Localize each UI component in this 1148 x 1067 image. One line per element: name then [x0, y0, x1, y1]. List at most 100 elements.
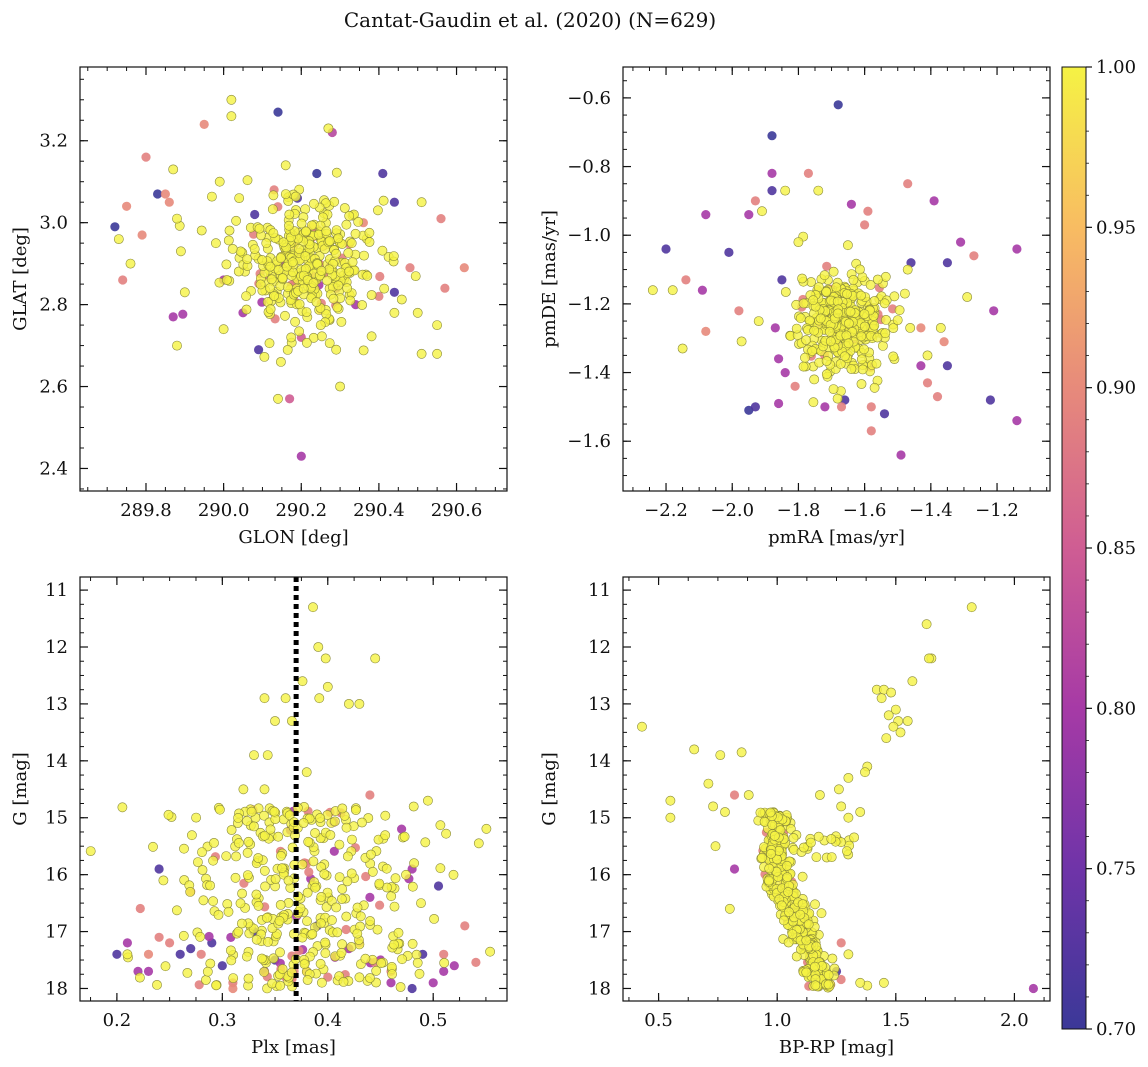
data-point [869, 296, 880, 306]
data-point [389, 307, 400, 318]
data-point [306, 220, 317, 231]
data-point [729, 790, 740, 800]
data-point [881, 733, 892, 743]
data-point [776, 900, 787, 911]
y-tick-label: 17 [588, 922, 611, 943]
data-point [839, 351, 850, 362]
data-point [365, 849, 376, 860]
data-point [836, 402, 847, 412]
data-point [365, 790, 375, 800]
data-point [821, 356, 832, 366]
y-tick-label: 15 [588, 808, 611, 829]
data-point [352, 928, 363, 939]
data-point [323, 123, 334, 134]
data-point [821, 369, 832, 380]
data-point [386, 978, 396, 988]
data-point [308, 856, 319, 867]
data-point [710, 841, 721, 852]
data-point [226, 955, 237, 966]
data-point [336, 267, 346, 278]
data-point [195, 931, 205, 942]
data-point [336, 316, 347, 327]
y-axis-label: pmDE [mas/yr] [539, 210, 560, 348]
data-point [254, 223, 265, 234]
data-point [871, 358, 882, 369]
data-point [816, 908, 827, 919]
data-point [819, 270, 830, 281]
data-point [821, 286, 832, 297]
data-point [347, 834, 357, 845]
data-point [316, 265, 327, 276]
data-point [409, 858, 419, 869]
data-point [354, 699, 365, 709]
data-point [143, 966, 154, 977]
data-point [422, 795, 433, 806]
data-point [308, 602, 318, 613]
glon-glat-panel: 289.8 290.0 290.2 290.4 290.6 2.4 2.6 2.8 3.0 3.2… [10, 66, 508, 548]
pm-points [647, 100, 1022, 460]
data-point [164, 197, 174, 207]
x-axis-label: Plx [mas] [251, 1037, 336, 1058]
data-point [801, 935, 812, 946]
data-point [168, 164, 179, 175]
data-point [378, 168, 388, 179]
data-point [315, 918, 326, 929]
data-point [729, 864, 740, 874]
data-point [226, 111, 237, 122]
data-point [412, 957, 423, 968]
y-tick-label: 12 [45, 637, 68, 658]
data-point [234, 193, 245, 203]
data-point [836, 938, 846, 948]
data-point [273, 265, 284, 275]
data-point [277, 863, 287, 874]
data-point [298, 283, 309, 294]
data-point [416, 197, 427, 208]
data-point [202, 966, 213, 977]
data-point [824, 326, 835, 337]
data-point [416, 898, 426, 908]
data-point [859, 344, 869, 355]
x-tick-label: 0.2 [103, 1010, 132, 1031]
data-point [780, 287, 791, 297]
data-point [744, 210, 754, 220]
data-point [397, 824, 407, 834]
data-point [859, 309, 870, 319]
data-point [787, 929, 798, 939]
data-point [856, 290, 866, 301]
pm-frame [622, 66, 1051, 492]
data-point [888, 351, 899, 362]
data-point [205, 958, 216, 969]
data-point [393, 927, 404, 938]
pm-panel: −2.2 −2.0 −1.8 −1.6 −1.4 −1.2 −1.6 −1.4 −1.2 −1.0… [539, 66, 1051, 548]
data-point [268, 228, 279, 238]
data-point [198, 895, 209, 906]
data-point [715, 750, 726, 760]
data-point [204, 931, 214, 942]
data-point [233, 813, 243, 823]
data-point [246, 806, 257, 817]
data-point [336, 894, 347, 904]
data-point [134, 972, 145, 983]
cmd-points [637, 602, 1038, 994]
data-point [175, 246, 186, 257]
x-tick-label: 289.8 [120, 500, 172, 521]
data-point [297, 676, 308, 687]
data-point [743, 790, 754, 800]
data-point [777, 275, 787, 285]
data-point [374, 291, 384, 301]
data-point [300, 226, 311, 237]
data-point [243, 836, 254, 847]
y-tick-label: 2.6 [39, 377, 68, 398]
data-point [1012, 244, 1022, 254]
data-point [460, 921, 470, 931]
data-point [810, 980, 821, 991]
data-point [297, 859, 308, 870]
data-point [880, 328, 891, 339]
data-point [800, 352, 810, 363]
data-point [375, 271, 385, 282]
data-point [337, 803, 348, 814]
data-point [329, 846, 339, 856]
data-point [259, 967, 269, 977]
y-tick-label: −1.4 [567, 363, 611, 384]
data-point [890, 704, 901, 715]
